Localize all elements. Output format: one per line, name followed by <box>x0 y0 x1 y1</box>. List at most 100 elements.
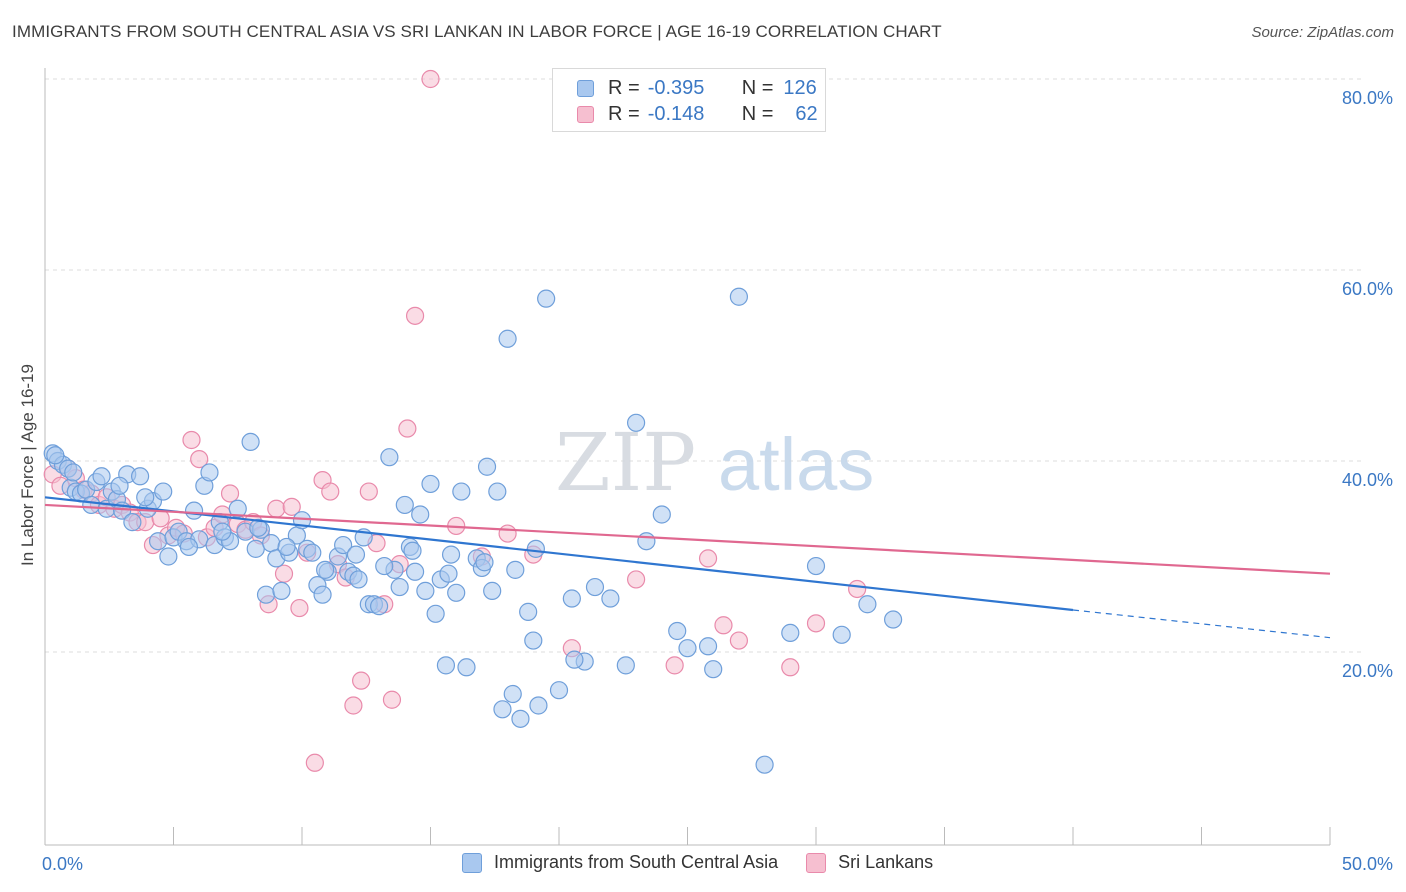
data-point <box>704 660 723 679</box>
legend-row-pink: R = -0.148 N = 62 <box>577 102 818 126</box>
data-point <box>447 583 466 602</box>
data-point <box>562 589 581 608</box>
data-point <box>452 482 471 501</box>
trend-line-sri-lankans <box>44 503 1331 575</box>
data-point <box>213 522 232 541</box>
data-point <box>82 495 101 515</box>
data-point <box>806 614 826 633</box>
data-point <box>524 631 543 650</box>
data-point <box>626 570 646 589</box>
data-point <box>220 484 240 503</box>
y-axis-label: In Labor Force | Age 16-19 <box>18 364 37 566</box>
data-point <box>179 537 199 557</box>
data-point <box>359 482 378 501</box>
data-point <box>652 505 671 524</box>
data-point <box>316 560 335 579</box>
data-point <box>110 476 129 495</box>
data-point <box>411 505 430 524</box>
data-point <box>549 681 569 700</box>
data-point <box>493 700 512 719</box>
watermark: ZIP atlas <box>555 416 874 509</box>
legend-swatch-blue <box>577 79 594 97</box>
data-point <box>601 589 620 608</box>
data-point <box>457 658 476 677</box>
legend-row-blue: R = -0.395 N = 126 <box>577 76 817 100</box>
legend-n-value: 62 <box>795 102 818 125</box>
data-point <box>806 556 826 576</box>
trend-line-extension <box>1072 609 1331 639</box>
data-point <box>64 463 83 482</box>
legend-r-label: R = <box>608 76 640 99</box>
series-legend: Immigrants from South Central Asia Sri L… <box>462 852 961 873</box>
data-point <box>883 610 903 629</box>
data-point <box>506 560 525 579</box>
y-tick-label: 20.0% <box>1342 661 1393 681</box>
legend-r-label: R = <box>608 102 640 125</box>
data-point <box>303 543 322 562</box>
data-point <box>537 289 556 308</box>
data-point <box>832 625 851 644</box>
series-south-central-asia <box>43 287 903 774</box>
data-point <box>665 656 684 675</box>
data-point <box>380 448 399 467</box>
data-point <box>498 524 517 543</box>
data-point <box>426 604 445 623</box>
data-point <box>637 532 656 551</box>
data-point <box>436 656 456 675</box>
data-point <box>858 595 877 614</box>
legend-swatch-blue <box>462 852 482 873</box>
data-point <box>346 545 366 564</box>
legend-swatch-pink <box>806 852 827 873</box>
data-point <box>511 709 530 728</box>
data-point <box>483 581 502 600</box>
data-point <box>375 556 394 576</box>
data-point <box>190 449 209 469</box>
data-point <box>282 497 301 516</box>
source-credit: Source: ZipAtlas.com <box>1251 24 1394 41</box>
data-point <box>123 513 142 532</box>
data-point <box>781 658 800 677</box>
data-point <box>488 482 507 501</box>
data-point <box>678 639 697 658</box>
trend-lines <box>44 496 1331 639</box>
data-point <box>334 535 353 555</box>
data-point <box>184 501 204 520</box>
data-point <box>698 637 718 656</box>
data-point <box>256 585 276 604</box>
correlation-legend: R = -0.395 N = 126 R = -0.148 N = 62 <box>552 68 826 132</box>
tick-labels: 20.0% 40.0% 60.0% 80.0% 0.0% 50.0% <box>42 88 1393 874</box>
legend-n-value: 126 <box>783 76 817 99</box>
data-point <box>159 547 178 566</box>
legend-label: Sri Lankans <box>838 852 934 872</box>
data-point <box>200 463 219 482</box>
data-point <box>848 579 867 599</box>
legend-r-value: -0.395 <box>647 76 705 99</box>
legend-swatch-pink <box>577 105 594 123</box>
data-point <box>698 549 718 568</box>
data-point <box>519 602 538 621</box>
gridlines <box>45 78 1365 653</box>
data-point <box>349 570 368 589</box>
data-point <box>475 553 494 572</box>
data-point <box>136 488 155 507</box>
data-point <box>668 621 687 641</box>
data-point <box>395 495 414 515</box>
data-point <box>313 585 332 604</box>
data-point <box>154 482 173 501</box>
legend-n-label: N = <box>741 102 774 125</box>
data-point <box>249 518 268 537</box>
data-point <box>781 623 800 643</box>
data-point <box>290 598 309 618</box>
y-tick-label: 40.0% <box>1342 470 1393 490</box>
data-point <box>241 432 260 451</box>
trend-line-south-central-asia <box>44 496 1074 612</box>
data-point <box>477 457 497 476</box>
data-point <box>729 631 749 650</box>
data-point <box>277 537 296 557</box>
legend-item-south-central-asia: Immigrants from South Central Asia <box>462 852 778 873</box>
data-point <box>148 532 168 551</box>
watermark-atlas: atlas <box>718 423 874 506</box>
data-point <box>421 474 440 494</box>
data-point <box>305 753 324 772</box>
